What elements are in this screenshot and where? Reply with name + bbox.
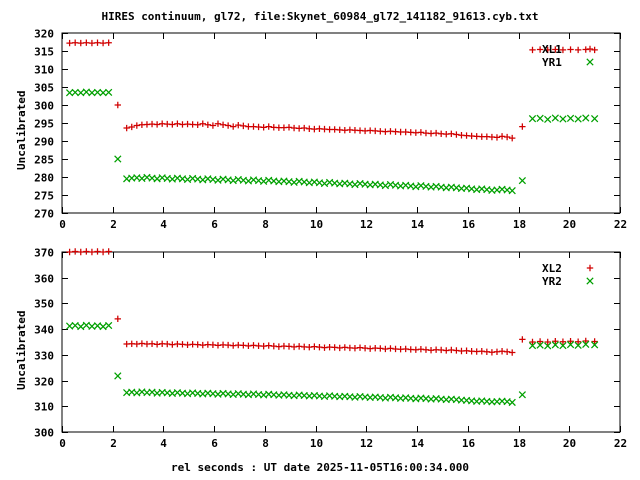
x-tick-label: 2 xyxy=(110,437,117,450)
y-tick-label: 350 xyxy=(34,298,54,311)
chart-panel-top: 0 2 4 6 8 10 12 14 16 18 20 22 270 275 280 285 290 295 300… xyxy=(34,28,627,232)
legend-marker-xl1 xyxy=(586,45,594,53)
x-tick-label: 18 xyxy=(513,437,526,450)
x-tick-label: 12 xyxy=(360,437,373,450)
y-tick-label: 315 xyxy=(34,46,54,59)
x-tick-label: 18 xyxy=(513,218,526,231)
y-tick-label: 275 xyxy=(34,190,54,203)
x-tick-label: 8 xyxy=(262,218,269,231)
legend-marker-yr2 xyxy=(586,277,594,285)
x-tick-label: 0 xyxy=(59,218,66,231)
series-xl2 xyxy=(66,248,598,356)
legend-label-xl1: XL1 xyxy=(542,43,562,56)
legend-label-xl2: XL2 xyxy=(542,262,562,275)
x-axis-label: rel seconds : UT date 2025-11-05T16:00:3… xyxy=(170,461,469,474)
x-tick-label: 0 xyxy=(59,437,66,450)
legend-label-yr1: YR1 xyxy=(542,56,562,69)
x-tick-label: 2 xyxy=(110,218,117,231)
legend-marker-xl2 xyxy=(586,264,594,272)
y-tick-label: 300 xyxy=(34,100,54,113)
x-tick-label: 14 xyxy=(411,218,425,231)
x-tick-label: 12 xyxy=(360,218,373,231)
y-tick-label: 320 xyxy=(34,376,54,389)
x-tick-label: 22 xyxy=(614,218,627,231)
y-tick-label: 280 xyxy=(34,172,54,185)
x-tick-label: 20 xyxy=(563,218,576,231)
x-tick-label: 16 xyxy=(462,218,476,231)
x-tick-label: 20 xyxy=(563,437,576,450)
y-tick-label: 285 xyxy=(34,154,54,167)
y-tick-label: 300 xyxy=(34,427,54,440)
y-tick-label: 360 xyxy=(34,273,54,286)
y-tick-label: 295 xyxy=(34,118,54,131)
chart-panel-bottom: 0 2 4 6 8 10 12 14 16 18 20 22 300 310 320 330 340 350 360… xyxy=(34,247,627,451)
series-xl1 xyxy=(66,39,598,142)
y-tick-label: 310 xyxy=(34,401,54,414)
y-tick-label: 340 xyxy=(34,324,54,337)
legend-label-yr2: YR2 xyxy=(542,275,562,288)
x-tick-label: 6 xyxy=(211,218,218,231)
y-tick-label: 290 xyxy=(34,136,54,149)
page-title: HIRES continuum, gl72, file:Skynet_60984… xyxy=(101,10,539,23)
y-tick-label: 370 xyxy=(34,247,54,260)
series-yr1 xyxy=(65,88,599,195)
x-tick-label: 10 xyxy=(310,437,323,450)
y-tick-label: 310 xyxy=(34,64,54,77)
x-tick-label: 16 xyxy=(462,437,476,450)
legend-marker-yr1 xyxy=(586,58,594,66)
x-tick-label: 14 xyxy=(411,437,425,450)
y-tick-label: 305 xyxy=(34,82,54,95)
x-tick-label: 8 xyxy=(262,437,269,450)
series-yr2 xyxy=(65,321,599,407)
x-tick-label: 4 xyxy=(160,218,167,231)
x-tick-label: 4 xyxy=(160,437,167,450)
x-tick-label: 22 xyxy=(614,437,627,450)
y-tick-label: 270 xyxy=(34,208,54,221)
y-tick-label: 320 xyxy=(34,28,54,41)
y-tick-label: 330 xyxy=(34,350,54,363)
x-tick-label: 6 xyxy=(211,437,218,450)
x-tick-label: 10 xyxy=(310,218,323,231)
